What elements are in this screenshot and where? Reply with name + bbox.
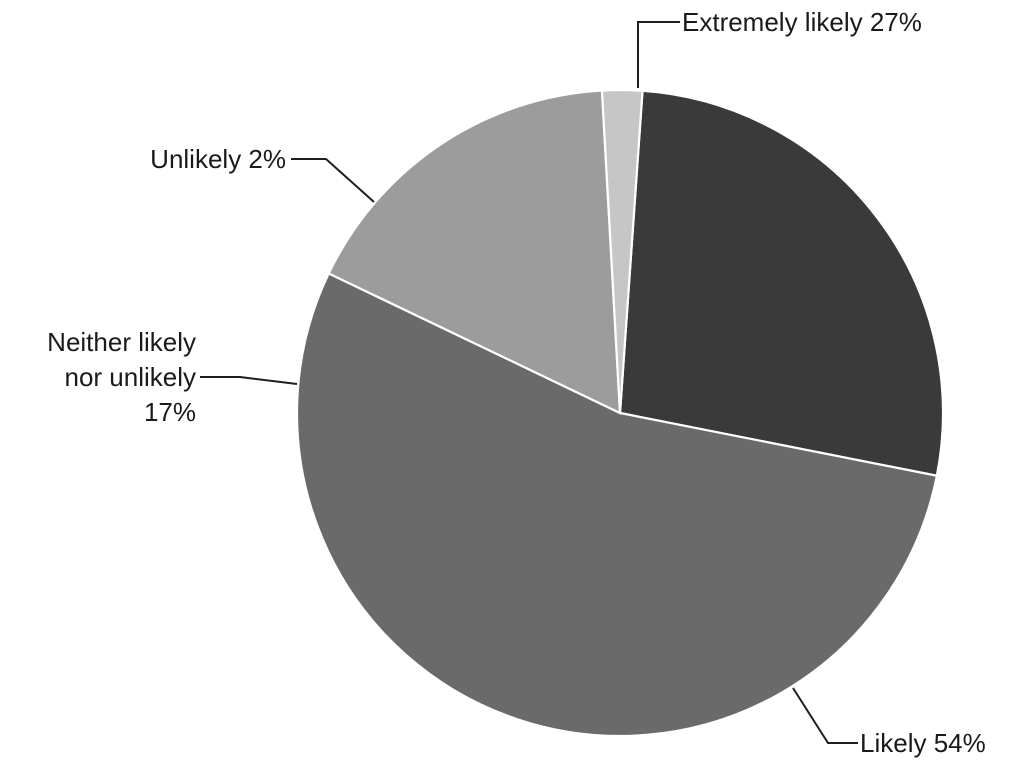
pie-slice-neither-likely-nor-unlikely — [327, 89, 622, 415]
leader-line-extremely-likely — [637, 21, 680, 88]
pie-slice-unlikely — [600, 88, 644, 415]
leader-line-neither — [200, 376, 298, 385]
leader-line-likely — [792, 687, 858, 744]
leader-line-unlikely — [291, 158, 375, 203]
pie-slices — [295, 88, 945, 738]
slice-label-neither-line-3: 17% — [144, 397, 196, 427]
slice-label-neither-line-2: nor unlikely — [64, 362, 196, 392]
slice-label-unlikely: Unlikely 2% — [150, 144, 286, 174]
pie-slice-likely — [295, 272, 938, 738]
slice-label-neither-line-1: Neither likely — [47, 327, 196, 357]
slice-label-likely: Likely 54% — [860, 728, 986, 758]
pie-slice-extremely-likely — [618, 89, 945, 477]
slice-label-extremely-likely: Extremely likely 27% — [682, 7, 922, 37]
